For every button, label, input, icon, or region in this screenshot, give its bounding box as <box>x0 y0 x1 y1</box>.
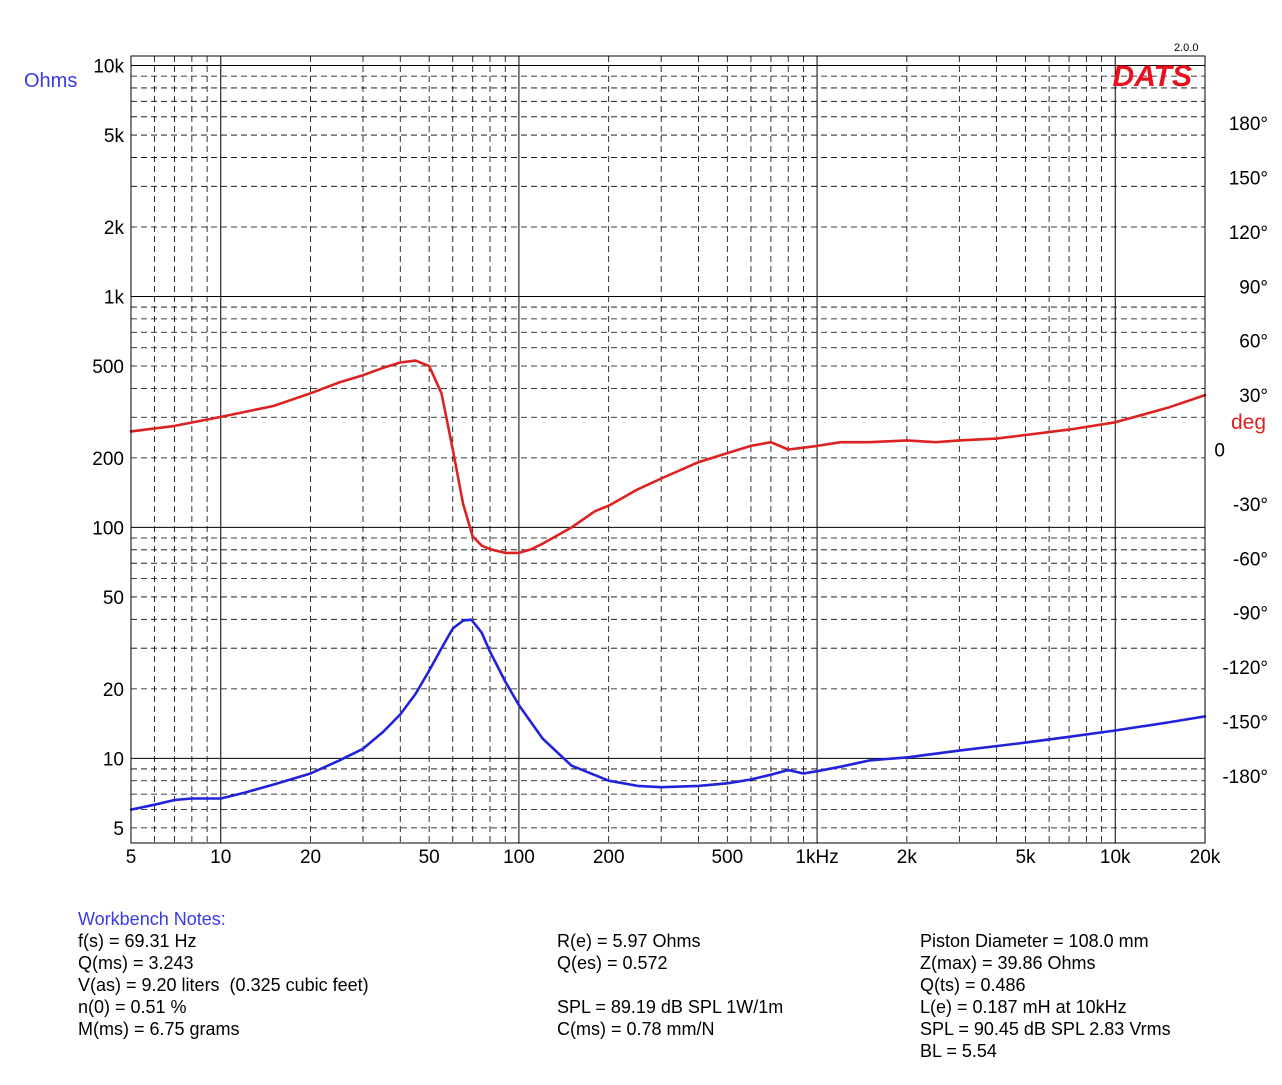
y-left-tick-label: 5k <box>104 126 125 147</box>
x-tick-label: 50 <box>419 847 440 868</box>
y-right-tick-label: -60° <box>1233 549 1268 570</box>
note-piston-diameter: Piston Diameter = 108.0 mm <box>920 931 1149 951</box>
x-tick-label: 5k <box>1015 847 1036 868</box>
chart-area: 5 10 20 50 100 200 500 1kHz 2k 5k 10k 20k 5 10 20 50 10… <box>24 42 1268 868</box>
note-mms: M(ms) = 6.75 grams <box>78 1019 240 1039</box>
note-qts: Q(ts) = 0.486 <box>920 975 1026 995</box>
x-tick-label: 20k <box>1190 847 1221 868</box>
y-right-tick-label: -150° <box>1222 713 1268 734</box>
note-zmax: Z(max) = 39.86 Ohms <box>920 953 1096 973</box>
y-right-tick-label: 90° <box>1239 277 1268 298</box>
y-right-tick-label: 30° <box>1239 386 1268 407</box>
y-left-tick-label: 200 <box>92 449 124 470</box>
impedance-curve <box>129 618 1207 811</box>
y-left-title: Ohms <box>24 70 77 92</box>
y-right-tick-label: 150° <box>1229 168 1268 189</box>
y-right-tick-label: 120° <box>1229 223 1268 244</box>
plot-frame <box>130 55 1206 844</box>
x-tick-label: 100 <box>503 847 535 868</box>
notes-column-3: Piston Diameter = 108.0 mm Z(max) = 39.8… <box>920 930 1171 1062</box>
note-le: L(e) = 0.187 mH at 10kHz <box>920 997 1127 1017</box>
series-layer <box>129 359 1207 811</box>
y-right-tick-label: 0 <box>1214 441 1225 462</box>
notes-title: Workbench Notes: <box>78 909 226 929</box>
impedance-phase-chart: 5 10 20 50 100 200 500 1kHz 2k 5k 10k 20k 5 10 20 50 10… <box>24 42 1268 868</box>
y-left-tick-label: 2k <box>104 218 125 239</box>
y-right-unit: deg <box>1231 411 1266 434</box>
x-tick-label: 500 <box>711 847 743 868</box>
x-tick-label: 1kHz <box>795 847 838 868</box>
y-right-tick-label: -180° <box>1222 767 1268 788</box>
notes-column-2: R(e) = 5.97 Ohms Q(es) = 0.572 SPL = 89.… <box>557 930 783 1040</box>
x-axis-ticks: 5 10 20 50 100 200 500 1kHz 2k 5k 10k 20k <box>126 847 1221 868</box>
y-left-tick-label: 20 <box>103 680 124 701</box>
y-right-tick-label: -90° <box>1233 604 1268 625</box>
version-label: 2.0.0 <box>1174 42 1198 54</box>
notes-column-1: Workbench Notes: f(s) = 69.31 Hz Q(ms) =… <box>78 908 369 1040</box>
y-right-tick-label: 180° <box>1229 114 1268 135</box>
y-left-tick-label: 50 <box>103 588 124 609</box>
x-tick-label: 2k <box>897 847 918 868</box>
note-fs: f(s) = 69.31 Hz <box>78 931 197 951</box>
y-right-tick-label: -120° <box>1222 658 1268 679</box>
note-re: R(e) = 5.97 Ohms <box>557 931 701 951</box>
x-tick-label: 20 <box>300 847 321 868</box>
y-left-ticks: 5 10 20 50 100 200 500 1k 2k 5k 10k <box>92 57 124 840</box>
x-tick-label: 10k <box>1100 847 1131 868</box>
y-right-ticks: 180° 150° 120° 90° 60° 30° 0 -30° -60° -90° -120° -… <box>1214 114 1268 788</box>
y-right-tick-label: 60° <box>1239 332 1268 353</box>
x-tick-label: 5 <box>126 847 137 868</box>
y-left-tick-label: 100 <box>92 518 124 539</box>
y-right-tick-label: -30° <box>1233 495 1268 516</box>
note-bl: BL = 5.54 <box>920 1041 997 1061</box>
y-left-tick-label: 5 <box>113 819 124 840</box>
note-cms: C(ms) = 0.78 mm/N <box>557 1019 715 1039</box>
y-left-tick-label: 1k <box>104 287 125 308</box>
note-vas: V(as) = 9.20 liters (0.325 cubic feet) <box>78 975 369 995</box>
note-spl-1w: SPL = 89.19 dB SPL 1W/1m <box>557 997 784 1017</box>
note-qes: Q(es) = 0.572 <box>557 953 668 973</box>
y-left-tick-label: 10k <box>93 57 124 78</box>
note-spl-283: SPL = 90.45 dB SPL 2.83 Vrms <box>920 1019 1171 1039</box>
phase-curve <box>129 359 1207 555</box>
dats-logo: DATS <box>1113 60 1192 93</box>
y-left-tick-label: 500 <box>92 357 124 378</box>
note-qms: Q(ms) = 3.243 <box>78 953 194 973</box>
x-tick-label: 200 <box>593 847 625 868</box>
grid <box>130 56 1206 843</box>
y-left-tick-label: 10 <box>103 749 124 770</box>
x-tick-label: 10 <box>210 847 231 868</box>
note-n0: n(0) = 0.51 % <box>78 997 187 1017</box>
